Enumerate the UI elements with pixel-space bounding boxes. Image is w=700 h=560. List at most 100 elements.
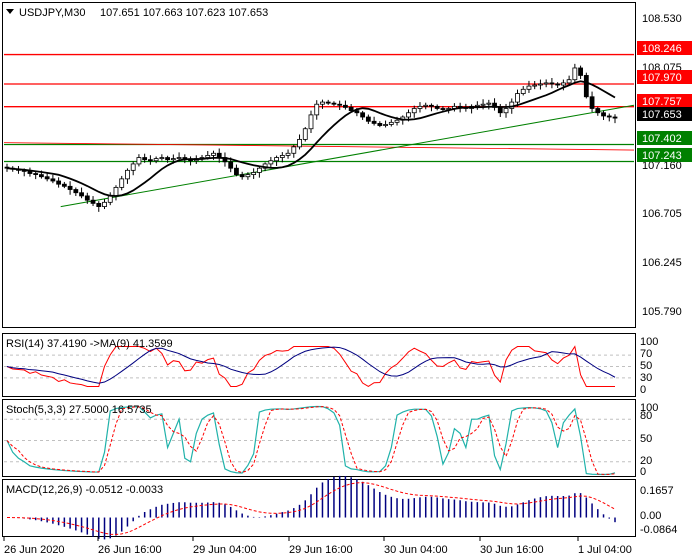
candle-body (354, 110, 360, 114)
dropdown-triangle-icon[interactable] (6, 9, 14, 14)
y-tick-label: 50 (640, 433, 652, 445)
candle-body (601, 112, 606, 117)
candle-body (102, 201, 107, 207)
trend-line (60, 104, 635, 208)
candle-body (107, 195, 113, 203)
candle-body (555, 83, 561, 86)
y-tick-label: 0.1657 (640, 485, 674, 497)
candle-body (337, 103, 343, 106)
candle-body (297, 139, 302, 148)
macd-title: MACD(12,26,9) -0.0512 -0.0033 (6, 484, 163, 496)
rsi-y-axis: 100 70 50 30 0 (640, 336, 658, 396)
stoch-main-line (6, 405, 616, 476)
candle-body (79, 192, 84, 197)
candle-body (205, 155, 211, 158)
ohlc-values: 107.651 107.663 107.623 107.653 (100, 7, 268, 19)
channel-line (3, 142, 635, 151)
symbol-label: USDJPY,M30 (19, 7, 85, 19)
current-price-label: 107.653 (642, 109, 682, 121)
macd-y-axis: 0.1657 0.00 -0.0864 (640, 485, 677, 536)
candle-body (560, 82, 566, 86)
candle-body (56, 180, 62, 185)
y-tick-label: 20 (640, 455, 652, 467)
candle-body (543, 82, 549, 85)
candle-body (331, 102, 337, 105)
candle-body (583, 75, 589, 98)
stoch-signal-line (6, 406, 616, 475)
candle-body (84, 195, 90, 201)
rsi-ma-line (6, 346, 616, 384)
candle-body (279, 155, 285, 158)
candle-body (520, 88, 526, 94)
candle-body (176, 157, 182, 160)
y-tick-label: 100 (640, 402, 658, 414)
level-label-bg (637, 131, 692, 145)
level-label: 108.246 (642, 43, 682, 55)
stoch-panel-frame (2, 399, 636, 477)
candle-body (515, 93, 520, 103)
candle-body (67, 185, 73, 190)
candle-body (44, 176, 50, 180)
x-tick-label: 29 Jun 16:00 (289, 544, 353, 556)
macd-layer (6, 475, 616, 540)
candle-body (96, 202, 102, 207)
candle-body (383, 124, 388, 126)
candle-body (216, 152, 222, 158)
main-panel-frame (2, 2, 636, 328)
candle-body (595, 108, 601, 114)
candle-body (589, 96, 595, 109)
candle-body (147, 159, 153, 162)
candle-body (572, 67, 578, 81)
candle-body (274, 157, 279, 162)
candle-body (302, 128, 308, 140)
candle-body (228, 161, 234, 169)
candle-body (308, 114, 314, 130)
candle-body (429, 104, 434, 107)
candle-body (423, 104, 429, 107)
y-tick-label: 106.245 (642, 257, 682, 269)
y-tick-label: 107.160 (642, 160, 682, 172)
macd-panel-frame (2, 479, 636, 537)
y-tick-label: 50 (640, 360, 652, 372)
current-price-bg (637, 107, 692, 121)
candle-body (239, 174, 245, 178)
level-label: 107.970 (642, 72, 682, 84)
candle-body (251, 172, 257, 175)
rsi-line (6, 345, 615, 388)
candle-body (486, 102, 492, 105)
y-tick-label: 30 (640, 372, 652, 384)
candle-body (153, 158, 159, 162)
candle-body (388, 121, 394, 125)
rsi-layer (4, 345, 634, 388)
candle-body (50, 178, 56, 182)
x-tick-label: 26 Jun 16:00 (98, 544, 162, 556)
candle-body (39, 174, 44, 178)
level-label: 107.402 (642, 133, 682, 145)
candle-body (285, 152, 291, 156)
candle-body (497, 107, 503, 114)
candle-body (119, 178, 125, 188)
level-label-bg (637, 94, 692, 108)
candle-body (526, 85, 532, 90)
candle-body (73, 189, 79, 194)
candle-body (377, 123, 383, 126)
stoch-title: Stoch(5,3,3) 27.5000 16.5735 (6, 404, 152, 416)
candle-body (612, 116, 618, 119)
candle-body (406, 112, 411, 118)
candle-body (159, 157, 165, 160)
main-y-axis: 108.530 108.075 107.160 106.705 106.245 … (642, 13, 682, 318)
candle-body (578, 67, 583, 76)
chart-header: USDJPY,M30 107.651 107.663 107.623 107.6… (6, 7, 268, 19)
candle-body (394, 119, 400, 123)
rsi-title: RSI(14) 37.4190 ->MA(9) 41.3599 (6, 338, 173, 350)
candle-body (165, 157, 171, 161)
candle-body (130, 163, 136, 171)
candle-body (170, 158, 176, 161)
y-tick-label: 108.530 (642, 13, 682, 25)
candle-body (314, 103, 320, 116)
x-axis: 26 Jun 2020 26 Jun 16:00 29 Jun 04:00 29… (3, 536, 632, 556)
rsi-panel-frame (2, 333, 636, 397)
y-tick-label: 106.705 (642, 208, 682, 220)
candle-body (360, 112, 366, 118)
candle-body (566, 79, 572, 84)
